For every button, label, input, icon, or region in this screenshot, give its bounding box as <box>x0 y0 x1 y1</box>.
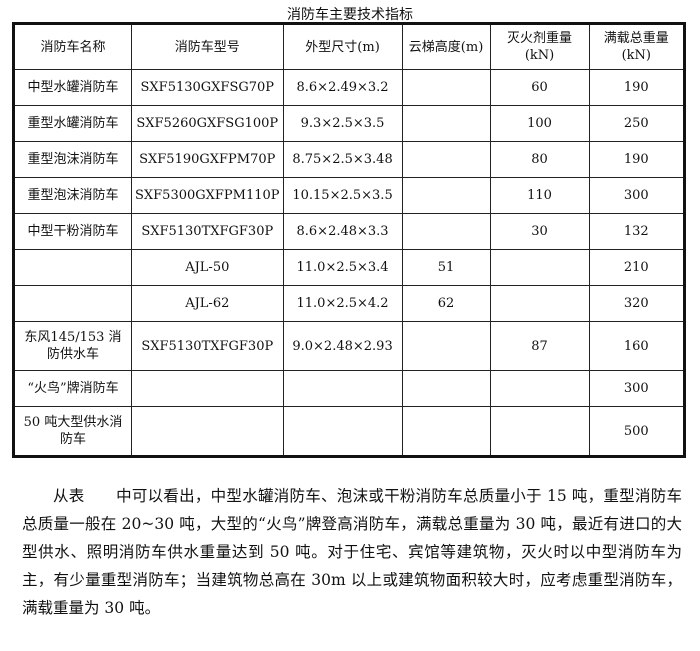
table-cell: SXF5260GXFSG100P <box>131 105 284 142</box>
table-row: AJL-62 11.0×2.5×4.2 62 320 <box>13 285 686 322</box>
table-cell: 10.15×2.5×3.5 <box>282 177 403 214</box>
header-cell: 云梯高度(m) <box>401 23 491 70</box>
table-cell: 9.3×2.5×3.5 <box>282 105 403 142</box>
table-cell: 51 <box>401 249 491 286</box>
table-row: 中型水罐消防车 SXF5130GXFSG70P 8.6×2.49×3.2 60 190 <box>13 69 686 106</box>
table-row: “火鸟”牌消防车 300 <box>13 370 686 407</box>
table-cell <box>401 141 491 178</box>
table-cell: 50 吨大型供水消防车 <box>13 406 132 457</box>
table-cell: 60 <box>489 69 590 106</box>
table-header-row: 消防车名称 消防车型号 外型尺寸(m) 云梯高度(m) 灭火剂重量(kN) 满载… <box>13 23 686 70</box>
table-cell <box>489 249 590 286</box>
table-cell <box>282 406 403 457</box>
table-cell: 重型水罐消防车 <box>13 105 132 142</box>
table-cell: SXF5130TXFGF30P <box>131 321 284 371</box>
table-cell <box>401 177 491 214</box>
table-cell: 160 <box>588 321 686 371</box>
table-cell: 重型泡沫消防车 <box>13 141 132 178</box>
table-cell <box>282 370 403 407</box>
table-row: 重型水罐消防车 SXF5260GXFSG100P 9.3×2.5×3.5 100 250 <box>13 105 686 142</box>
header-cell: 满载总重量(kN) <box>588 23 686 70</box>
header-cell: 外型尺寸(m) <box>282 23 403 70</box>
table-cell: 8.75×2.5×3.48 <box>282 141 403 178</box>
table-cell: 300 <box>588 370 686 407</box>
table-cell: 500 <box>588 406 686 457</box>
table-cell: 东风145/153 消防供水车 <box>13 321 132 371</box>
table-cell <box>13 285 132 322</box>
table-cell: 9.0×2.48×2.93 <box>282 321 403 371</box>
table-row: 重型泡沫消防车 SXF5300GXFPM110P 10.15×2.5×3.5 110 3… <box>13 177 686 214</box>
table-cell: 8.6×2.48×3.3 <box>282 213 403 250</box>
table-cell <box>401 370 491 407</box>
table-row: 50 吨大型供水消防车 500 <box>13 406 686 457</box>
table-cell <box>401 69 491 106</box>
table-cell: 320 <box>588 285 686 322</box>
table-cell: 11.0×2.5×3.4 <box>282 249 403 286</box>
header-cell: 灭火剂重量(kN) <box>489 23 590 70</box>
table-cell: AJL-62 <box>131 285 284 322</box>
table-cell: SXF5190GXFPM70P <box>131 141 284 178</box>
table-cell <box>401 406 491 457</box>
table-cell <box>131 370 284 407</box>
table-cell: 110 <box>489 177 590 214</box>
table-cell <box>401 105 491 142</box>
table-cell: 重型泡沫消防车 <box>13 177 132 214</box>
table-row: 中型干粉消防车 SXF5130TXFGF30P 8.6×2.48×3.3 30 132 <box>13 213 686 250</box>
table-cell <box>489 406 590 457</box>
table-row: 东风145/153 消防供水车 SXF5130TXFGF30P 9.0×2.48×2… <box>13 321 686 371</box>
table-cell: 30 <box>489 213 590 250</box>
table-cell: 250 <box>588 105 686 142</box>
table-cell: 132 <box>588 213 686 250</box>
fire-truck-spec-table: 消防车名称 消防车型号 外型尺寸(m) 云梯高度(m) 灭火剂重量(kN) 满载… <box>12 22 686 458</box>
table-cell <box>13 249 132 286</box>
table-title: 消防车主要技术指标 <box>287 7 413 23</box>
table-cell <box>489 370 590 407</box>
table-cell: SXF5130GXFSG70P <box>131 69 284 106</box>
table-cell: 11.0×2.5×4.2 <box>282 285 403 322</box>
table-cell: 中型干粉消防车 <box>13 213 132 250</box>
header-cell: 消防车名称 <box>13 23 132 70</box>
table-cell <box>131 406 284 457</box>
table-cell: SXF5300GXFPM110P <box>131 177 284 214</box>
table-cell: “火鸟”牌消防车 <box>13 370 132 407</box>
table-cell: 190 <box>588 141 686 178</box>
table-cell: 300 <box>588 177 686 214</box>
table-row: 重型泡沫消防车 SXF5190GXFPM70P 8.75×2.5×3.48 80 190 <box>13 141 686 178</box>
table-cell: AJL-50 <box>131 249 284 286</box>
table-cell <box>489 285 590 322</box>
table-cell: 100 <box>489 105 590 142</box>
table-cell <box>401 213 491 250</box>
table-cell: 80 <box>489 141 590 178</box>
table-row: AJL-50 11.0×2.5×3.4 51 210 <box>13 249 686 286</box>
table-cell: 62 <box>401 285 491 322</box>
table-cell: 87 <box>489 321 590 371</box>
table-cell: 中型水罐消防车 <box>13 69 132 106</box>
body-paragraph: 从表 中可以看出，中型水罐消防车、泡沫或干粉消防车总质量小于 15 吨，重型消防… <box>22 487 682 617</box>
table-cell: 210 <box>588 249 686 286</box>
table-cell: 190 <box>588 69 686 106</box>
table-cell <box>401 321 491 371</box>
table-cell: 8.6×2.49×3.2 <box>282 69 403 106</box>
table-cell: SXF5130TXFGF30P <box>131 213 284 250</box>
header-cell: 消防车型号 <box>131 23 284 70</box>
